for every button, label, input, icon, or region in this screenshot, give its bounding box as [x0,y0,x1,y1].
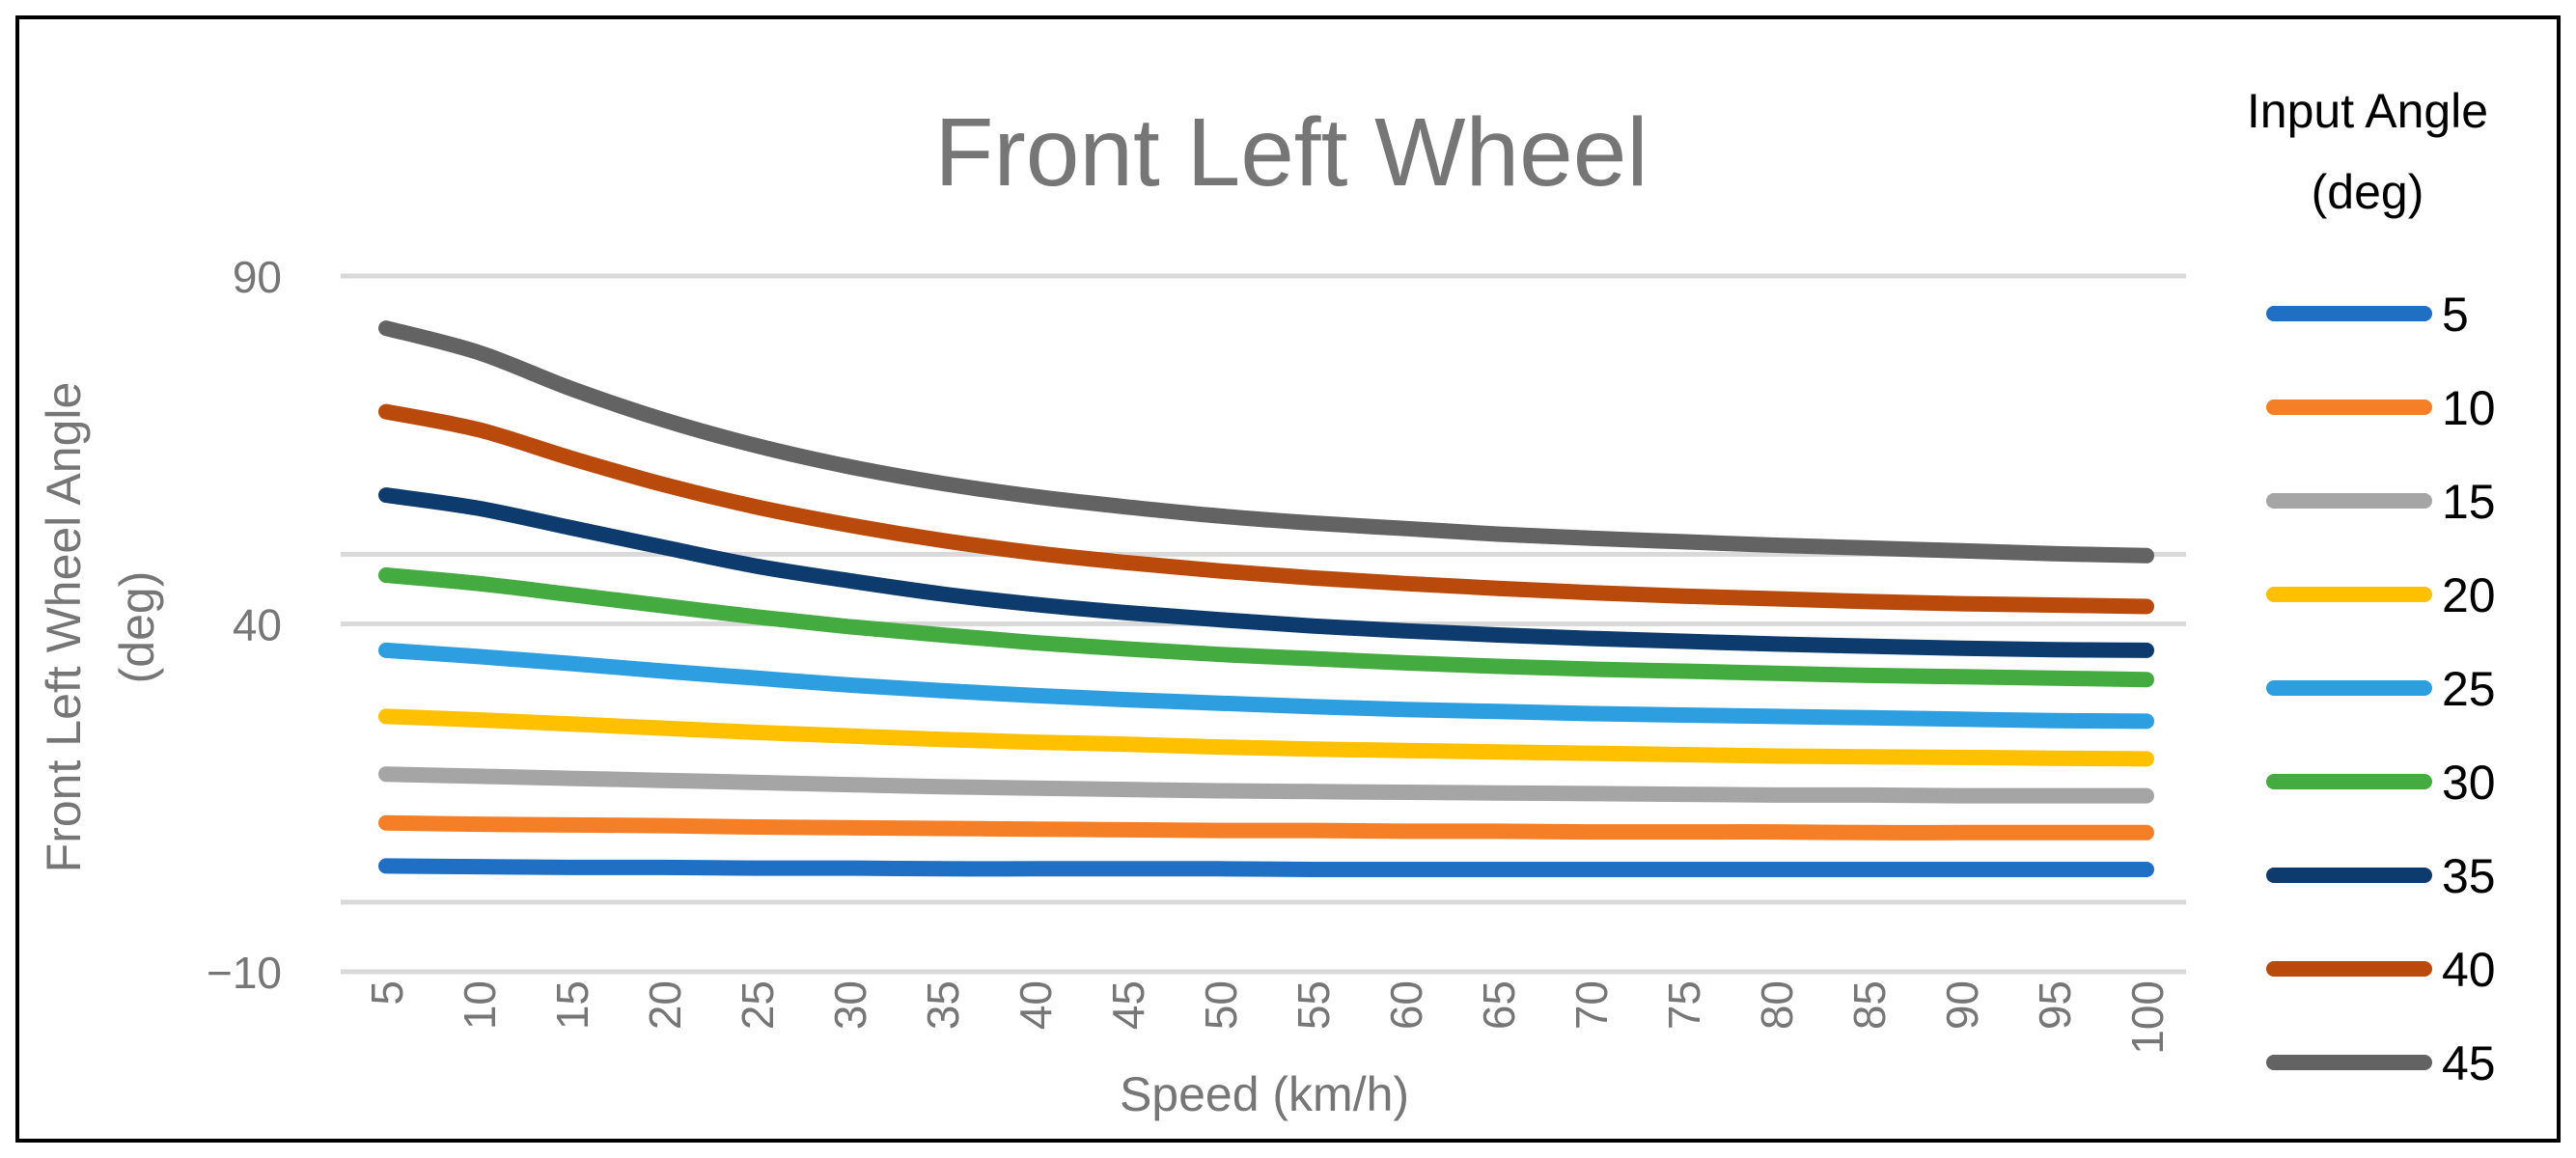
series-line-10 [378,814,2154,841]
x-axis-title: Speed (km/h) [1120,1067,1409,1121]
x-tick-label: 15 [547,980,597,1030]
legend-item-15: 15 [2266,475,2496,529]
legend-title-line-1: Input Angle [2247,84,2488,138]
x-tick-label: 40 [1011,980,1061,1030]
legend-label: 35 [2442,849,2496,903]
y-axis-title-line-1: Front Left Wheel Angle [37,382,91,873]
series-lines [378,320,2154,878]
y-axis-title: Front Left Wheel Angle (deg) [37,382,164,873]
x-tick-label: 55 [1288,980,1339,1030]
x-tick-label: 75 [1659,980,1709,1030]
x-tick-label: 45 [1103,980,1153,1030]
legend-label: 20 [2442,568,2496,622]
legend-items: 5 10 15 20 25 30 35 40 45 [2266,288,2496,1090]
legend-title-line-2: (deg) [2312,165,2424,219]
series-line-45 [378,320,2154,564]
x-axis-ticks: 5 10 15 20 25 30 35 40 45 50 55 60 65 70 75 80 85 90 95 100 [362,980,2173,1055]
legend-label: 5 [2442,288,2469,342]
x-tick-label: 25 [733,980,783,1030]
x-tick-label: 65 [1474,980,1524,1030]
legend: Input Angle (deg) 5 10 15 20 25 30 35 40 45 [2247,84,2496,1090]
x-tick-label: 95 [2030,980,2080,1030]
x-tick-label: 80 [1752,980,1802,1030]
series-line-15 [378,766,2154,804]
legend-label: 40 [2442,943,2496,997]
legend-item-20: 20 [2266,568,2496,622]
x-tick-label: 100 [2122,980,2173,1055]
x-tick-label: 90 [1937,980,1987,1030]
series-line-20 [378,708,2154,767]
legend-item-30: 30 [2266,756,2496,810]
y-axis-ticks: 90 40 −10 [207,252,282,998]
legend-item-45: 45 [2266,1036,2496,1090]
legend-label: 25 [2442,662,2496,716]
legend-item-25: 25 [2266,662,2496,716]
series-line-35 [378,487,2154,658]
legend-item-10: 10 [2266,381,2496,435]
y-tick-label: 40 [233,600,282,650]
x-tick-label: 20 [640,980,690,1030]
y-axis-title-line-2: (deg) [110,571,164,684]
x-tick-label: 85 [1844,980,1895,1030]
legend-label: 10 [2442,381,2496,435]
legend-item-35: 35 [2266,849,2496,903]
legend-label: 30 [2442,756,2496,810]
series-line-5 [378,858,2154,878]
legend-label: 15 [2442,475,2496,529]
x-tick-label: 50 [1196,980,1246,1030]
series-line-25 [378,642,2154,730]
legend-label: 45 [2442,1036,2496,1090]
chart-title: Front Left Wheel [934,98,1648,207]
x-tick-label: 70 [1566,980,1617,1030]
y-tick-label: −10 [207,948,282,998]
x-tick-label: 10 [455,980,505,1030]
legend-item-5: 5 [2266,288,2469,342]
y-tick-label: 90 [233,252,282,302]
x-tick-label: 60 [1381,980,1431,1030]
x-tick-label: 30 [825,980,875,1030]
x-tick-label: 35 [918,980,968,1030]
x-tick-label: 5 [362,980,412,1006]
series-line-30 [378,567,2154,688]
legend-item-40: 40 [2266,943,2496,997]
series-line-40 [378,403,2154,615]
